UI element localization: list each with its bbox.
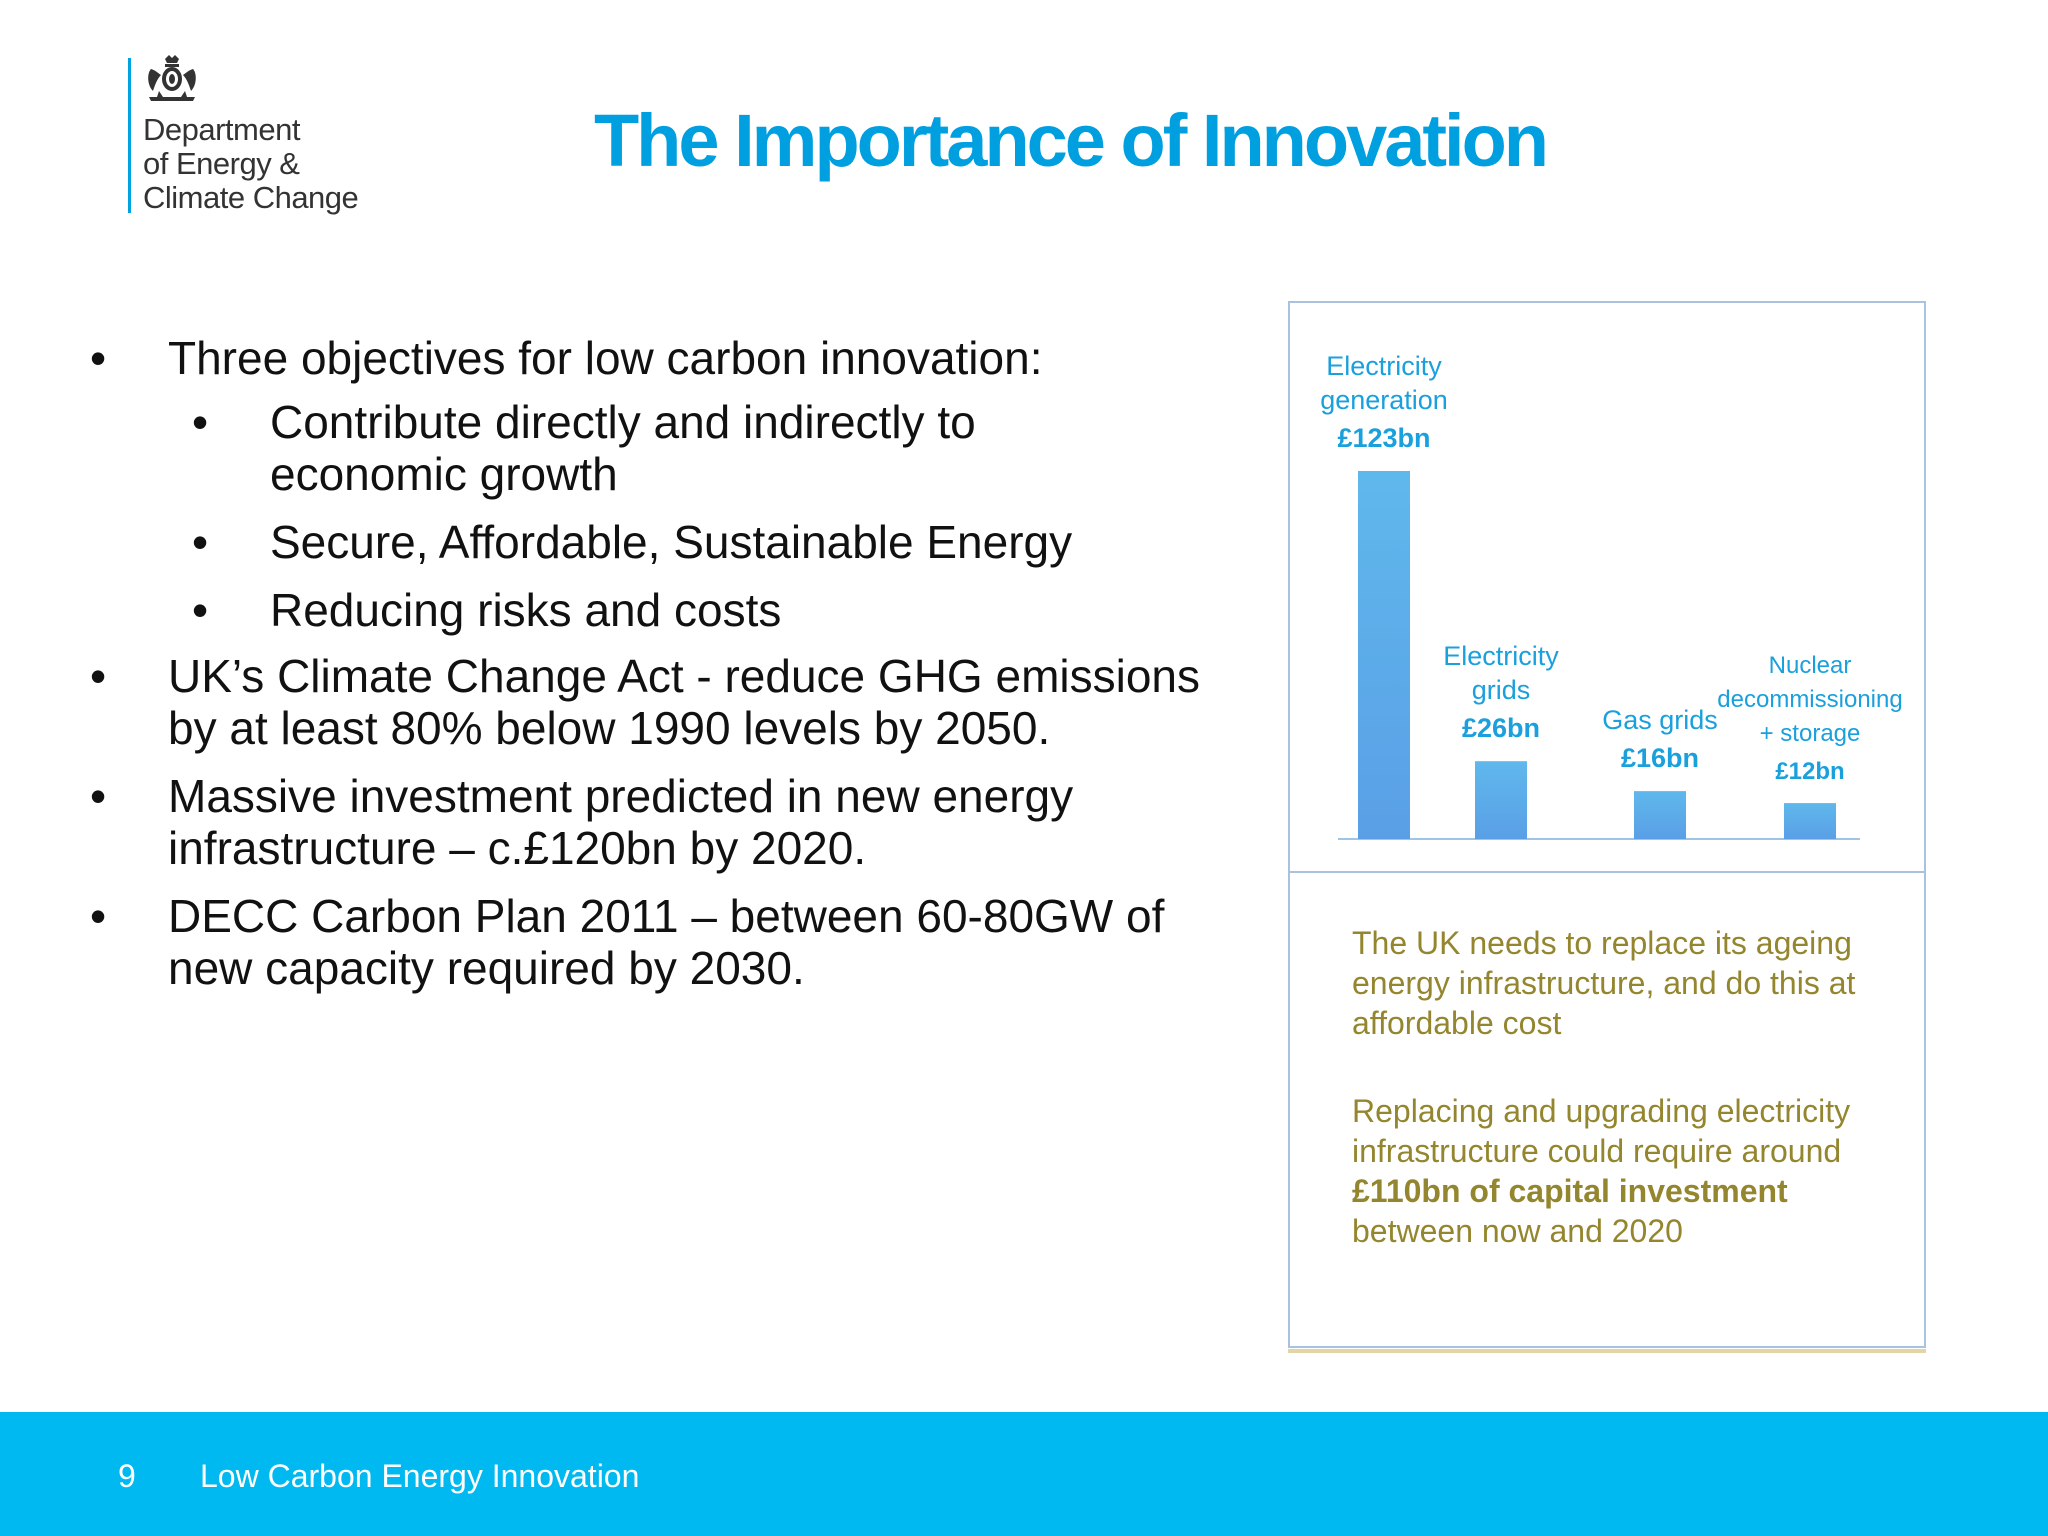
chart-bar (1475, 761, 1527, 839)
bullet-item: Massive investment predicted in new ener… (86, 770, 1208, 874)
footer-bar: 9 Low Carbon Energy Innovation (0, 1412, 2048, 1536)
page-number: 9 (118, 1458, 136, 1494)
panel-text-bold: £110bn of capital investment (1352, 1173, 1788, 1209)
sub-bullet-item: Reducing risks and costs (86, 584, 1206, 636)
chart-category-label: decommissioning (1717, 686, 1902, 713)
panel-underline (1288, 1349, 1926, 1353)
panel-text-run: Replacing and upgrading electricity infr… (1352, 1093, 1851, 1169)
slide-title: The Importance of Innovation (593, 99, 1549, 182)
chart-value-label: £16bn (1621, 743, 1699, 773)
sub-bullet-item: Secure, Affordable, Sustainable Energy (86, 516, 1206, 568)
chart-category-label: Electricity (1443, 641, 1559, 671)
sub-bullet-item: Contribute directly and indirectly to ec… (86, 396, 1070, 500)
decc-logo: Department of Energy & Climate Change (128, 55, 388, 225)
chart-category-label: Gas grids (1602, 705, 1718, 735)
chart-category-label: generation (1320, 385, 1448, 415)
panel-paragraph: Replacing and upgrading electricity infr… (1352, 1091, 1892, 1251)
footer-title: Low Carbon Energy Innovation (200, 1458, 640, 1494)
logo-line: Department (143, 112, 300, 147)
chart-value-label: £12bn (1775, 758, 1844, 785)
logo-rule (128, 58, 131, 213)
chart-value-label: £123bn (1337, 423, 1430, 453)
logo-line: Climate Change (143, 180, 359, 215)
chart-bar (1634, 791, 1686, 839)
chart-value-label: £26bn (1462, 713, 1540, 743)
chart-bar (1358, 471, 1410, 839)
chart-category-label: + storage (1760, 720, 1861, 747)
chart-category-label: Electricity (1326, 351, 1442, 381)
bullet-item: DECC Carbon Plan 2011 – between 60-80GW … (86, 890, 1208, 994)
bullet-list: Three objectives for low carbon innovati… (86, 332, 1206, 994)
royal-crest-icon (148, 55, 196, 101)
logo-line: of Energy & (143, 146, 300, 181)
panel-text: The UK needs to replace its ageing energ… (1352, 923, 1892, 1299)
chart-category-label: Nuclear (1769, 652, 1852, 679)
investment-bar-chart: Electricity generation £123bn Electricity gr… (1320, 351, 1903, 840)
bullet-item: UK’s Climate Change Act - reduce GHG emi… (86, 650, 1208, 754)
logo-text: Department of Energy & Climate Change (143, 112, 359, 215)
panel-divider (1290, 871, 1924, 873)
panel-text-run: between now and 2020 (1352, 1213, 1683, 1249)
panel-paragraph: The UK needs to replace its ageing energ… (1352, 925, 1856, 1041)
bullet-item: Three objectives for low carbon innovati… (86, 332, 1206, 384)
infrastructure-panel: Electricity generation £123bn Electricity gr… (1288, 301, 1926, 1348)
chart-bar (1784, 803, 1836, 839)
chart-category-label: grids (1472, 675, 1531, 705)
